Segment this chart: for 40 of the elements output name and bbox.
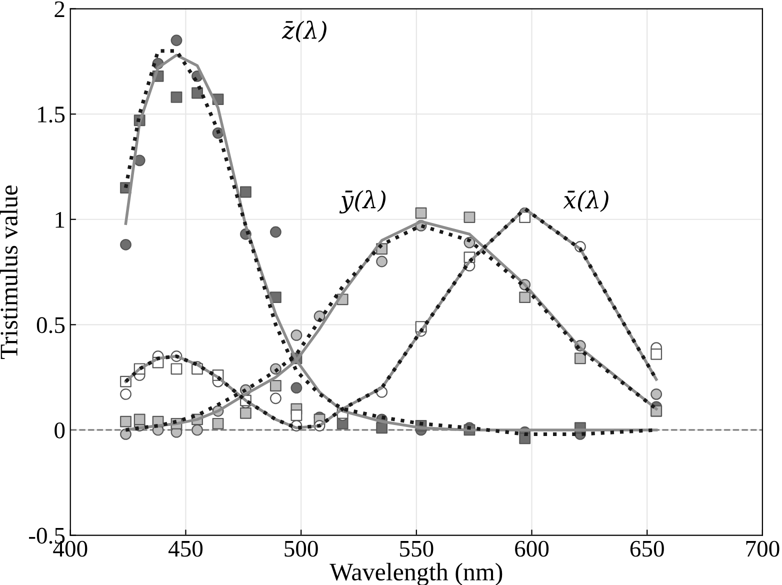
y-tick-label: 1 — [56, 212, 64, 228]
point — [134, 414, 146, 426]
point — [270, 392, 282, 404]
x-tick-label: 450 — [168, 540, 203, 557]
point — [270, 292, 282, 303]
point — [376, 422, 388, 434]
point — [574, 352, 586, 364]
point — [415, 207, 427, 219]
point — [170, 363, 182, 375]
annotation: z̄(λ) — [282, 20, 326, 42]
point — [240, 186, 252, 198]
point — [120, 238, 132, 250]
x-tick-label: 700 — [746, 540, 780, 557]
y-tick-label: 0 — [54, 422, 65, 438]
annotation: ȳ(λ) — [339, 190, 386, 214]
x-tick-label: 600 — [515, 540, 549, 557]
point — [170, 34, 182, 46]
point — [650, 348, 662, 360]
point — [270, 380, 282, 392]
point — [519, 292, 531, 303]
point — [120, 416, 132, 428]
y-tick-label: 0.5 — [36, 317, 65, 334]
x-tick-label: 650 — [630, 540, 664, 557]
y-tick-label: 1.5 — [38, 106, 65, 123]
x-tick-label: 550 — [400, 540, 434, 557]
point — [240, 407, 252, 419]
point — [212, 418, 224, 430]
point — [290, 382, 302, 394]
point — [650, 388, 662, 400]
point — [192, 424, 203, 436]
y-tick-label: 2 — [54, 1, 64, 17]
point — [270, 226, 282, 238]
point — [170, 92, 182, 103]
annotation: x̄(λ) — [563, 190, 608, 212]
point — [464, 212, 476, 223]
point — [290, 410, 302, 421]
point — [376, 256, 388, 268]
x-tick-label: 500 — [284, 540, 318, 557]
point — [290, 330, 302, 341]
y-axis-title: Tristimulus value — [0, 185, 18, 359]
